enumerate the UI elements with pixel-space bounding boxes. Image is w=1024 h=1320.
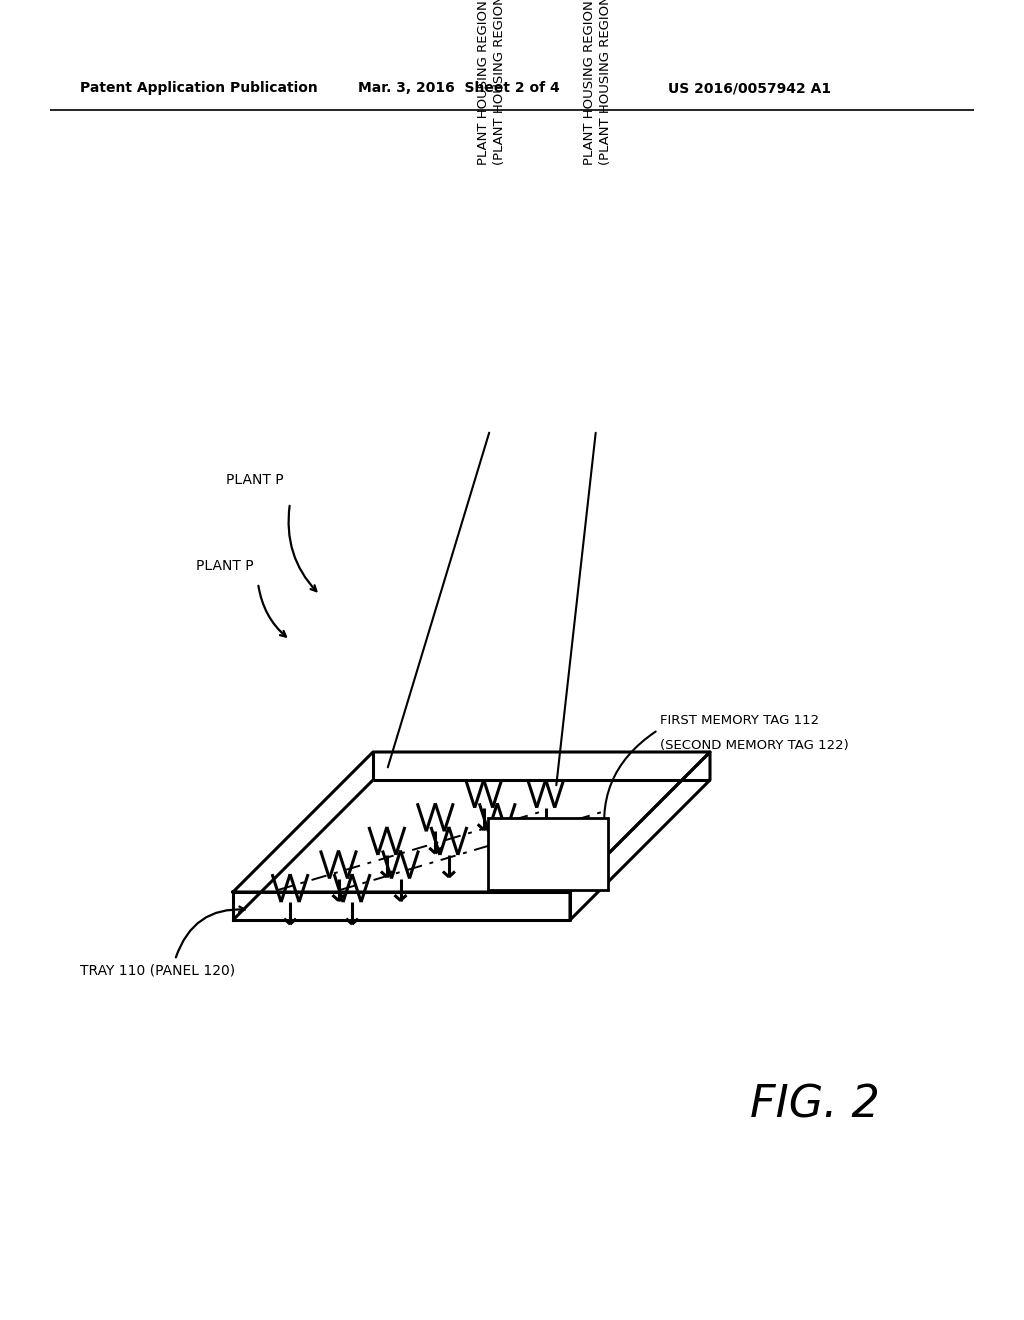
Text: PLANT P: PLANT P [226, 473, 284, 487]
Text: TRAY 110 (PANEL 120): TRAY 110 (PANEL 120) [80, 964, 236, 977]
Text: PLANT HOUSING REGION 111: PLANT HOUSING REGION 111 [477, 0, 490, 165]
Text: FIRST MEMORY TAG 112: FIRST MEMORY TAG 112 [660, 714, 819, 726]
Text: (PLANT HOUSING REGION  121): (PLANT HOUSING REGION 121) [599, 0, 612, 165]
Bar [488, 818, 608, 890]
Polygon shape [233, 752, 710, 892]
Text: PLANT HOUSING REGION 111: PLANT HOUSING REGION 111 [583, 0, 596, 165]
Text: PLANT P: PLANT P [196, 558, 254, 573]
Text: FIG. 2: FIG. 2 [750, 1084, 880, 1126]
Polygon shape [233, 892, 570, 920]
Text: (PLANT HOUSING REGION  121): (PLANT HOUSING REGION 121) [493, 0, 506, 165]
Polygon shape [570, 752, 710, 920]
Text: (SECOND MEMORY TAG 122): (SECOND MEMORY TAG 122) [660, 738, 849, 751]
Text: Mar. 3, 2016  Sheet 2 of 4: Mar. 3, 2016 Sheet 2 of 4 [358, 81, 560, 95]
Text: Patent Application Publication: Patent Application Publication [80, 81, 317, 95]
Text: US 2016/0057942 A1: US 2016/0057942 A1 [668, 81, 831, 95]
